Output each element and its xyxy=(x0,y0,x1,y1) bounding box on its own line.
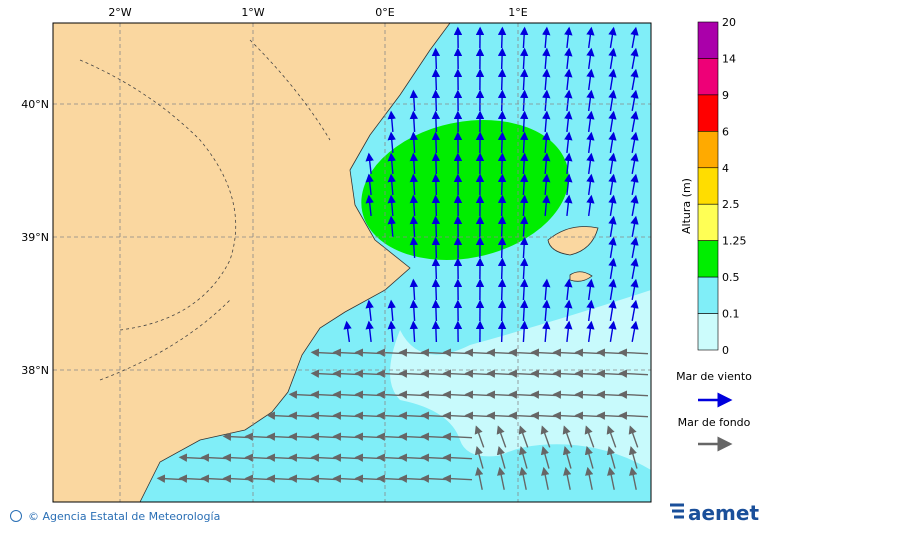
colorbar-label: 1.25 xyxy=(722,235,747,248)
wave-arrow xyxy=(502,322,503,342)
colorbar-label: 20 xyxy=(722,16,736,29)
lat-label: 38°N xyxy=(21,364,49,377)
colorbar: 20 14 9 6 4 2.5 1.25 0.5 0.1 0 xyxy=(698,16,747,357)
wave-arrow xyxy=(502,259,503,279)
wave-arrow xyxy=(436,217,437,237)
logo-icon xyxy=(670,505,684,517)
wave-arrow xyxy=(436,259,437,279)
map-area xyxy=(53,23,651,502)
wave-arrow xyxy=(502,154,503,174)
wave-arrow xyxy=(502,28,503,48)
wave-arrow xyxy=(502,217,503,237)
wave-arrow xyxy=(502,238,503,258)
lon-label: 0°E xyxy=(375,6,394,19)
credit-icon xyxy=(11,511,22,522)
wave-arrow xyxy=(436,154,437,174)
colorbar-label: 0 xyxy=(722,344,729,357)
legend-label: Mar de fondo xyxy=(678,416,751,429)
wave-arrow xyxy=(502,112,503,132)
wave-arrow xyxy=(502,280,503,300)
colorbar-bin xyxy=(698,277,718,313)
colorbar-label: 6 xyxy=(722,125,729,138)
wave-arrow xyxy=(436,322,437,342)
lon-label: 2°W xyxy=(108,6,131,19)
lat-label: 40°N xyxy=(21,98,49,111)
credit: © Agencia Estatal de Meteorología xyxy=(28,510,220,523)
colorbar-bin xyxy=(698,241,718,277)
colorbar-label: 14 xyxy=(722,52,736,65)
colorbar-bin xyxy=(698,204,718,240)
colorbar-bin xyxy=(698,314,718,350)
wave-arrow xyxy=(436,91,437,111)
wave-arrow xyxy=(436,133,437,153)
lon-label: 1°W xyxy=(241,6,264,19)
logo: aemet xyxy=(688,501,759,525)
wave-arrow xyxy=(502,196,503,216)
colorbar-title: Altura (m) xyxy=(680,178,693,234)
lon-label: 1°E xyxy=(508,6,527,19)
wave-arrow xyxy=(436,49,437,69)
wave-arrow xyxy=(502,301,503,321)
legend-label: Mar de viento xyxy=(676,370,752,383)
colorbar-bin xyxy=(698,168,718,204)
lat-label: 39°N xyxy=(21,231,49,244)
wave-arrow xyxy=(436,70,437,90)
colorbar-label: 0.5 xyxy=(722,271,740,284)
wave-arrow xyxy=(502,49,503,69)
colorbar-label: 9 xyxy=(722,89,729,102)
colorbar-label: 2.5 xyxy=(722,198,740,211)
wave-arrow xyxy=(436,301,437,321)
wave-arrow xyxy=(502,133,503,153)
wave-arrow xyxy=(502,91,503,111)
colorbar-label: 0.1 xyxy=(722,308,740,321)
wave-arrow xyxy=(436,175,437,195)
colorbar-bin xyxy=(698,131,718,167)
colorbar-bin xyxy=(698,22,718,58)
colorbar-bin xyxy=(698,58,718,94)
colorbar-label: 4 xyxy=(722,162,729,175)
wave-arrow xyxy=(436,280,437,300)
wave-arrow xyxy=(436,112,437,132)
wave-arrow xyxy=(436,196,437,216)
wave-arrow xyxy=(502,70,503,90)
colorbar-bin xyxy=(698,95,718,131)
wave-arrow xyxy=(436,238,437,258)
wave-arrow xyxy=(502,175,503,195)
